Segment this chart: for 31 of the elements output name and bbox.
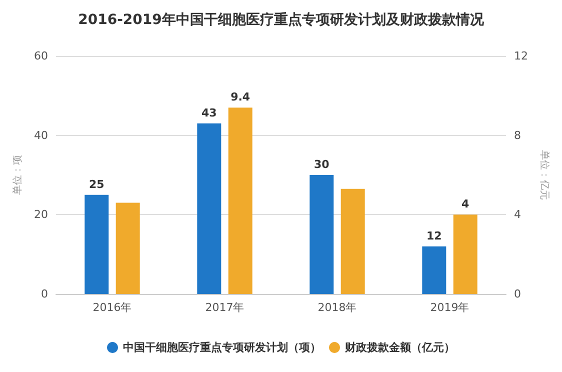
- y-tick-label: 40: [34, 128, 48, 142]
- y-tick-label: 0: [41, 288, 48, 300]
- y-tick-label: 20: [34, 208, 48, 222]
- bar: [116, 202, 140, 294]
- y2-axis-title: 单位：亿元: [538, 150, 550, 200]
- y-axis-title: 单位：项: [12, 155, 24, 195]
- data-label: 25: [88, 178, 104, 191]
- y2-tick-label: 4: [514, 208, 521, 222]
- x-tick-label: 2018年: [318, 301, 357, 314]
- bar: [310, 175, 334, 294]
- bar: [422, 246, 446, 294]
- y-tick-label: 60: [34, 50, 48, 62]
- y2-tick-label: 12: [514, 50, 528, 62]
- data-label: 4: [462, 198, 470, 211]
- data-label: 9.4: [230, 90, 250, 104]
- bar: [453, 214, 478, 294]
- legend-label: 财政拨款金额（亿元）: [344, 341, 455, 354]
- legend-label: 中国干细胞医疗重点专项研发计划（项）: [123, 341, 321, 354]
- bar: [228, 108, 252, 294]
- y2-tick-label: 0: [514, 288, 521, 300]
- x-tick-label: 2019年: [430, 301, 470, 314]
- chart-title: 2016-2019年中国干细胞医疗重点专项研发计划及财政拨款情况: [78, 11, 485, 28]
- data-label: 43: [201, 106, 217, 120]
- bar: [84, 194, 109, 294]
- bar: [197, 123, 222, 294]
- bar: [340, 188, 365, 294]
- x-tick-label: 2016年: [92, 301, 132, 314]
- x-tick-label: 2017年: [205, 301, 244, 314]
- data-label: 12: [426, 229, 442, 242]
- data-label: 30: [314, 158, 330, 171]
- y2-tick-label: 8: [514, 128, 521, 142]
